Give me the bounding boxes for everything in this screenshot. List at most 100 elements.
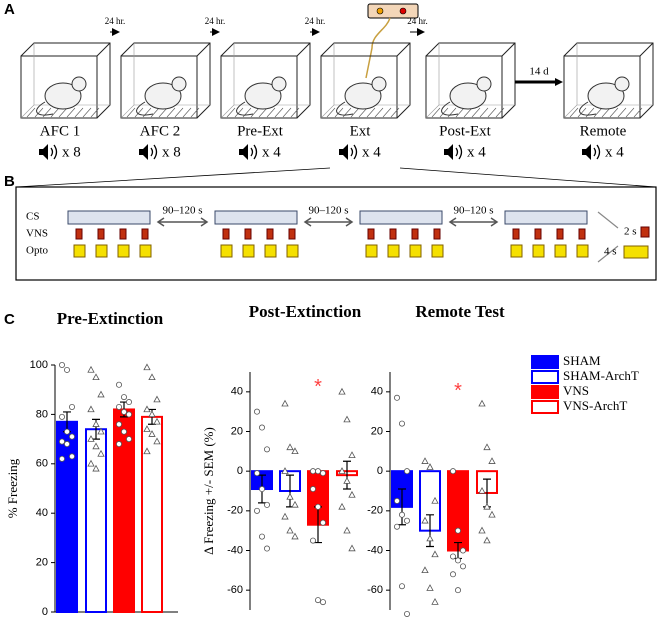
y-tick-label: 40 (231, 386, 243, 398)
floor-bar (282, 107, 292, 118)
data-point (449, 553, 456, 560)
data-point (97, 449, 105, 457)
data-point (459, 547, 466, 554)
data-point (64, 366, 71, 373)
floor-bar (593, 107, 603, 118)
floor-bar (50, 107, 60, 118)
data-point (126, 411, 133, 418)
tone-count: x 4 (362, 144, 381, 160)
data-point (403, 610, 410, 617)
significance: * (314, 376, 322, 398)
legend-swatch (531, 370, 559, 384)
data-point (59, 361, 66, 368)
data-point (291, 532, 299, 540)
opto-pulse (139, 244, 152, 258)
data-point (488, 510, 496, 518)
vns-pulse (411, 228, 419, 240)
data-point (258, 486, 265, 493)
data-point (116, 441, 123, 448)
data-point (454, 527, 461, 534)
vns-pulse (534, 228, 542, 240)
legend-label: SHAM (563, 353, 601, 368)
bar (141, 415, 163, 613)
speaker-icon (444, 144, 453, 160)
data-point (398, 511, 405, 518)
data-point (403, 517, 410, 524)
arrow-head (555, 78, 563, 86)
opto-pulse (576, 244, 589, 258)
data-point (348, 490, 356, 498)
data-point (87, 365, 95, 373)
vns-pulse (266, 228, 274, 240)
cs-block (214, 210, 298, 225)
opto-pulse (510, 244, 523, 258)
floor-bar (266, 107, 276, 118)
vns-pulse (119, 228, 127, 240)
data-point (459, 563, 466, 570)
data-point (314, 503, 321, 510)
floor-bar (350, 107, 360, 118)
opto-pulse (409, 244, 422, 258)
interval-label: 14 d (529, 66, 549, 78)
gap-arrow (156, 217, 209, 227)
chart-title: Post-Extinction (249, 302, 362, 321)
data-point (69, 433, 76, 440)
y-tick-label: 20 (231, 425, 243, 437)
data-point (348, 544, 356, 552)
gap-label: 90–120 s (453, 205, 493, 217)
data-point (343, 415, 351, 423)
floor-bar (471, 107, 481, 118)
data-point (121, 394, 128, 401)
data-point (454, 587, 461, 594)
floor-bar (617, 107, 627, 118)
y-tick-label: -40 (367, 544, 383, 556)
floor-bar (577, 107, 587, 118)
floor-bar (226, 107, 236, 118)
data-point (281, 512, 289, 520)
data-point (148, 373, 156, 381)
tone-count: x 4 (467, 144, 486, 160)
row-label: CS (26, 211, 39, 223)
floor-bar (234, 107, 244, 118)
rat-tail (441, 101, 459, 116)
gap-arrow (303, 217, 354, 227)
data-point (319, 470, 326, 477)
data-point (59, 455, 66, 462)
rat-head (476, 76, 492, 92)
floor-bar (182, 107, 192, 118)
data-point (263, 446, 270, 453)
y-tick-label: 0 (237, 465, 243, 477)
zoom-line (15, 167, 331, 188)
y-tick-label: 40 (371, 386, 383, 398)
data-point (153, 417, 161, 425)
data-point (59, 413, 66, 420)
vns-pulse (512, 228, 520, 240)
panel-b-frame (15, 186, 657, 281)
session-name: Remote (580, 123, 627, 139)
data-point (97, 390, 105, 398)
floor-bar (290, 107, 300, 118)
opto-pulse (286, 244, 299, 258)
speaker-waves (455, 144, 463, 160)
opto-pulse (431, 244, 444, 258)
gap-label: 90–120 s (162, 205, 202, 217)
vns-pulse (75, 228, 83, 240)
panel-label: B (4, 173, 15, 190)
y-tick-label: 0 (42, 606, 48, 618)
vns-pulse (97, 228, 105, 240)
data-point (426, 584, 434, 591)
tone-count: x 4 (262, 144, 281, 160)
key-vns (640, 226, 650, 238)
gap-arrow (448, 217, 499, 227)
cube (20, 42, 111, 119)
floor-bar (82, 107, 92, 118)
data-point (87, 405, 95, 413)
data-point (153, 437, 161, 445)
data-point (478, 399, 486, 407)
data-point (87, 459, 95, 467)
data-point (421, 457, 429, 464)
speaker-waves (350, 144, 358, 160)
rat-tail (136, 101, 154, 116)
cube (320, 42, 411, 119)
y-tick-label: -60 (227, 584, 243, 596)
